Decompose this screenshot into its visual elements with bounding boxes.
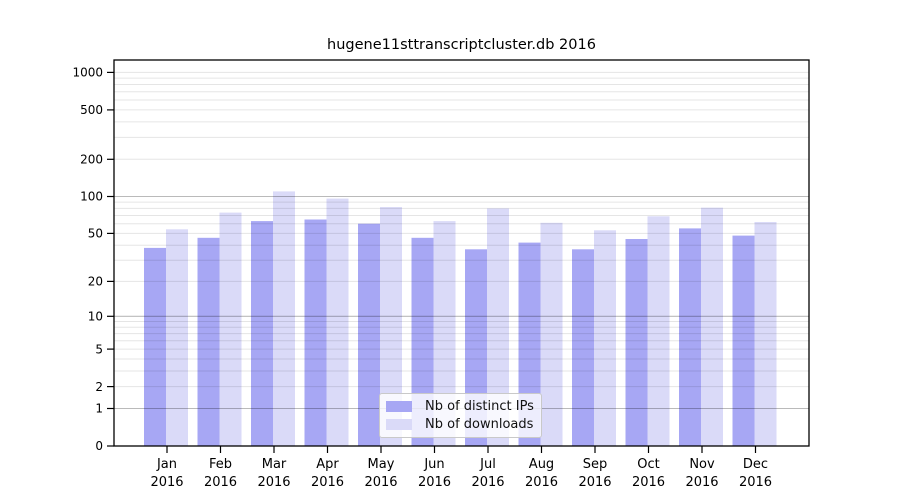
y-tick-label: 50 [88, 227, 103, 241]
y-axis: 0 1 2 5 10 20 50 100 200 500 1000 [72, 66, 114, 453]
x-tick-label-year: 2016 [257, 475, 290, 490]
x-tick-label-year: 2016 [578, 475, 611, 490]
legend-item-distinct-ips: Nb of distinct IPs [386, 398, 541, 414]
y-tick-label: 500 [80, 103, 103, 117]
gridlines [114, 71, 809, 410]
x-axis: Jan 2016 Feb 2016 Mar 2016 Apr 2016 May 2016 Jun 20… [150, 446, 772, 490]
x-tick-label-year: 2016 [525, 475, 558, 490]
y-tick-label: 1 [95, 402, 103, 416]
bar-downloads-jan [166, 229, 188, 446]
legend-swatch-ips-icon [386, 401, 412, 412]
x-tick-label-month: Feb [209, 457, 232, 472]
bar-distinct-ips-apr [304, 219, 327, 446]
y-tick-label: 0 [95, 439, 103, 453]
legend-label-downloads: Nb of downloads [425, 416, 534, 432]
y-tick-label: 200 [80, 153, 103, 167]
x-tick-label-year: 2016 [632, 475, 665, 490]
legend-item-downloads: Nb of downloads [386, 416, 541, 432]
bar-distinct-ips-sep [572, 249, 594, 446]
y-tick-label: 2 [95, 380, 103, 394]
bar-distinct-ips-jan [144, 247, 166, 446]
bar-distinct-ips-may [358, 223, 380, 446]
chart-title: hugene11sttranscriptcluster.db 2016 [327, 37, 596, 53]
x-tick-label-year: 2016 [311, 475, 344, 490]
x-tick-label-year: 2016 [150, 475, 183, 490]
x-tick-label-year: 2016 [418, 475, 451, 490]
x-tick-label-month: May [368, 457, 395, 472]
chart-legend: Nb of distinct IPs Nb of downloads [379, 393, 542, 438]
bar-distinct-ips-dec [732, 235, 755, 446]
legend-label-ips: Nb of distinct IPs [425, 398, 534, 414]
bar-distinct-ips-feb [197, 237, 220, 446]
bar-downloads-apr [326, 198, 349, 446]
bar-distinct-ips-oct [625, 239, 648, 446]
x-tick-label-month: Mar [262, 457, 287, 472]
bar-downloads-aug [540, 222, 563, 446]
bar-downloads-nov [701, 207, 723, 446]
bar-downloads-may [380, 207, 402, 446]
bar-downloads-jun [433, 221, 456, 446]
bar-downloads-mar [273, 191, 295, 446]
x-tick-label-month: Aug [529, 457, 554, 472]
x-tick-label-month: Jan [156, 457, 177, 472]
x-tick-label-month: Jul [479, 457, 496, 472]
legend-swatch-downloads-icon [386, 419, 412, 430]
x-tick-label-month: Sep [583, 457, 608, 472]
x-tick-label-year: 2016 [471, 475, 504, 490]
x-tick-label-year: 2016 [364, 475, 397, 490]
x-tick-label-year: 2016 [685, 475, 718, 490]
y-tick-label: 1000 [72, 66, 103, 80]
x-tick-label-month: Apr [316, 457, 339, 472]
bar-downloads-jul [487, 208, 509, 446]
y-tick-label: 100 [80, 190, 103, 204]
bar-downloads-sep [594, 230, 616, 446]
x-tick-label-month: Nov [689, 457, 715, 472]
y-tick-label: 10 [88, 310, 103, 324]
bar-downloads-dec [754, 222, 777, 446]
bar-distinct-ips-mar [251, 221, 273, 446]
bar-downloads-oct [647, 216, 670, 446]
x-tick-label-month: Dec [743, 457, 768, 472]
x-tick-label-month: Jun [423, 457, 444, 472]
plot-border [113, 59, 810, 447]
x-tick-label-year: 2016 [204, 475, 237, 490]
x-tick-label-year: 2016 [739, 475, 772, 490]
x-tick-label-month: Oct [637, 457, 659, 472]
y-tick-label: 20 [88, 275, 103, 289]
bar-distinct-ips-nov [679, 228, 701, 446]
bar-downloads-feb [219, 212, 242, 446]
y-tick-label: 5 [95, 342, 103, 356]
